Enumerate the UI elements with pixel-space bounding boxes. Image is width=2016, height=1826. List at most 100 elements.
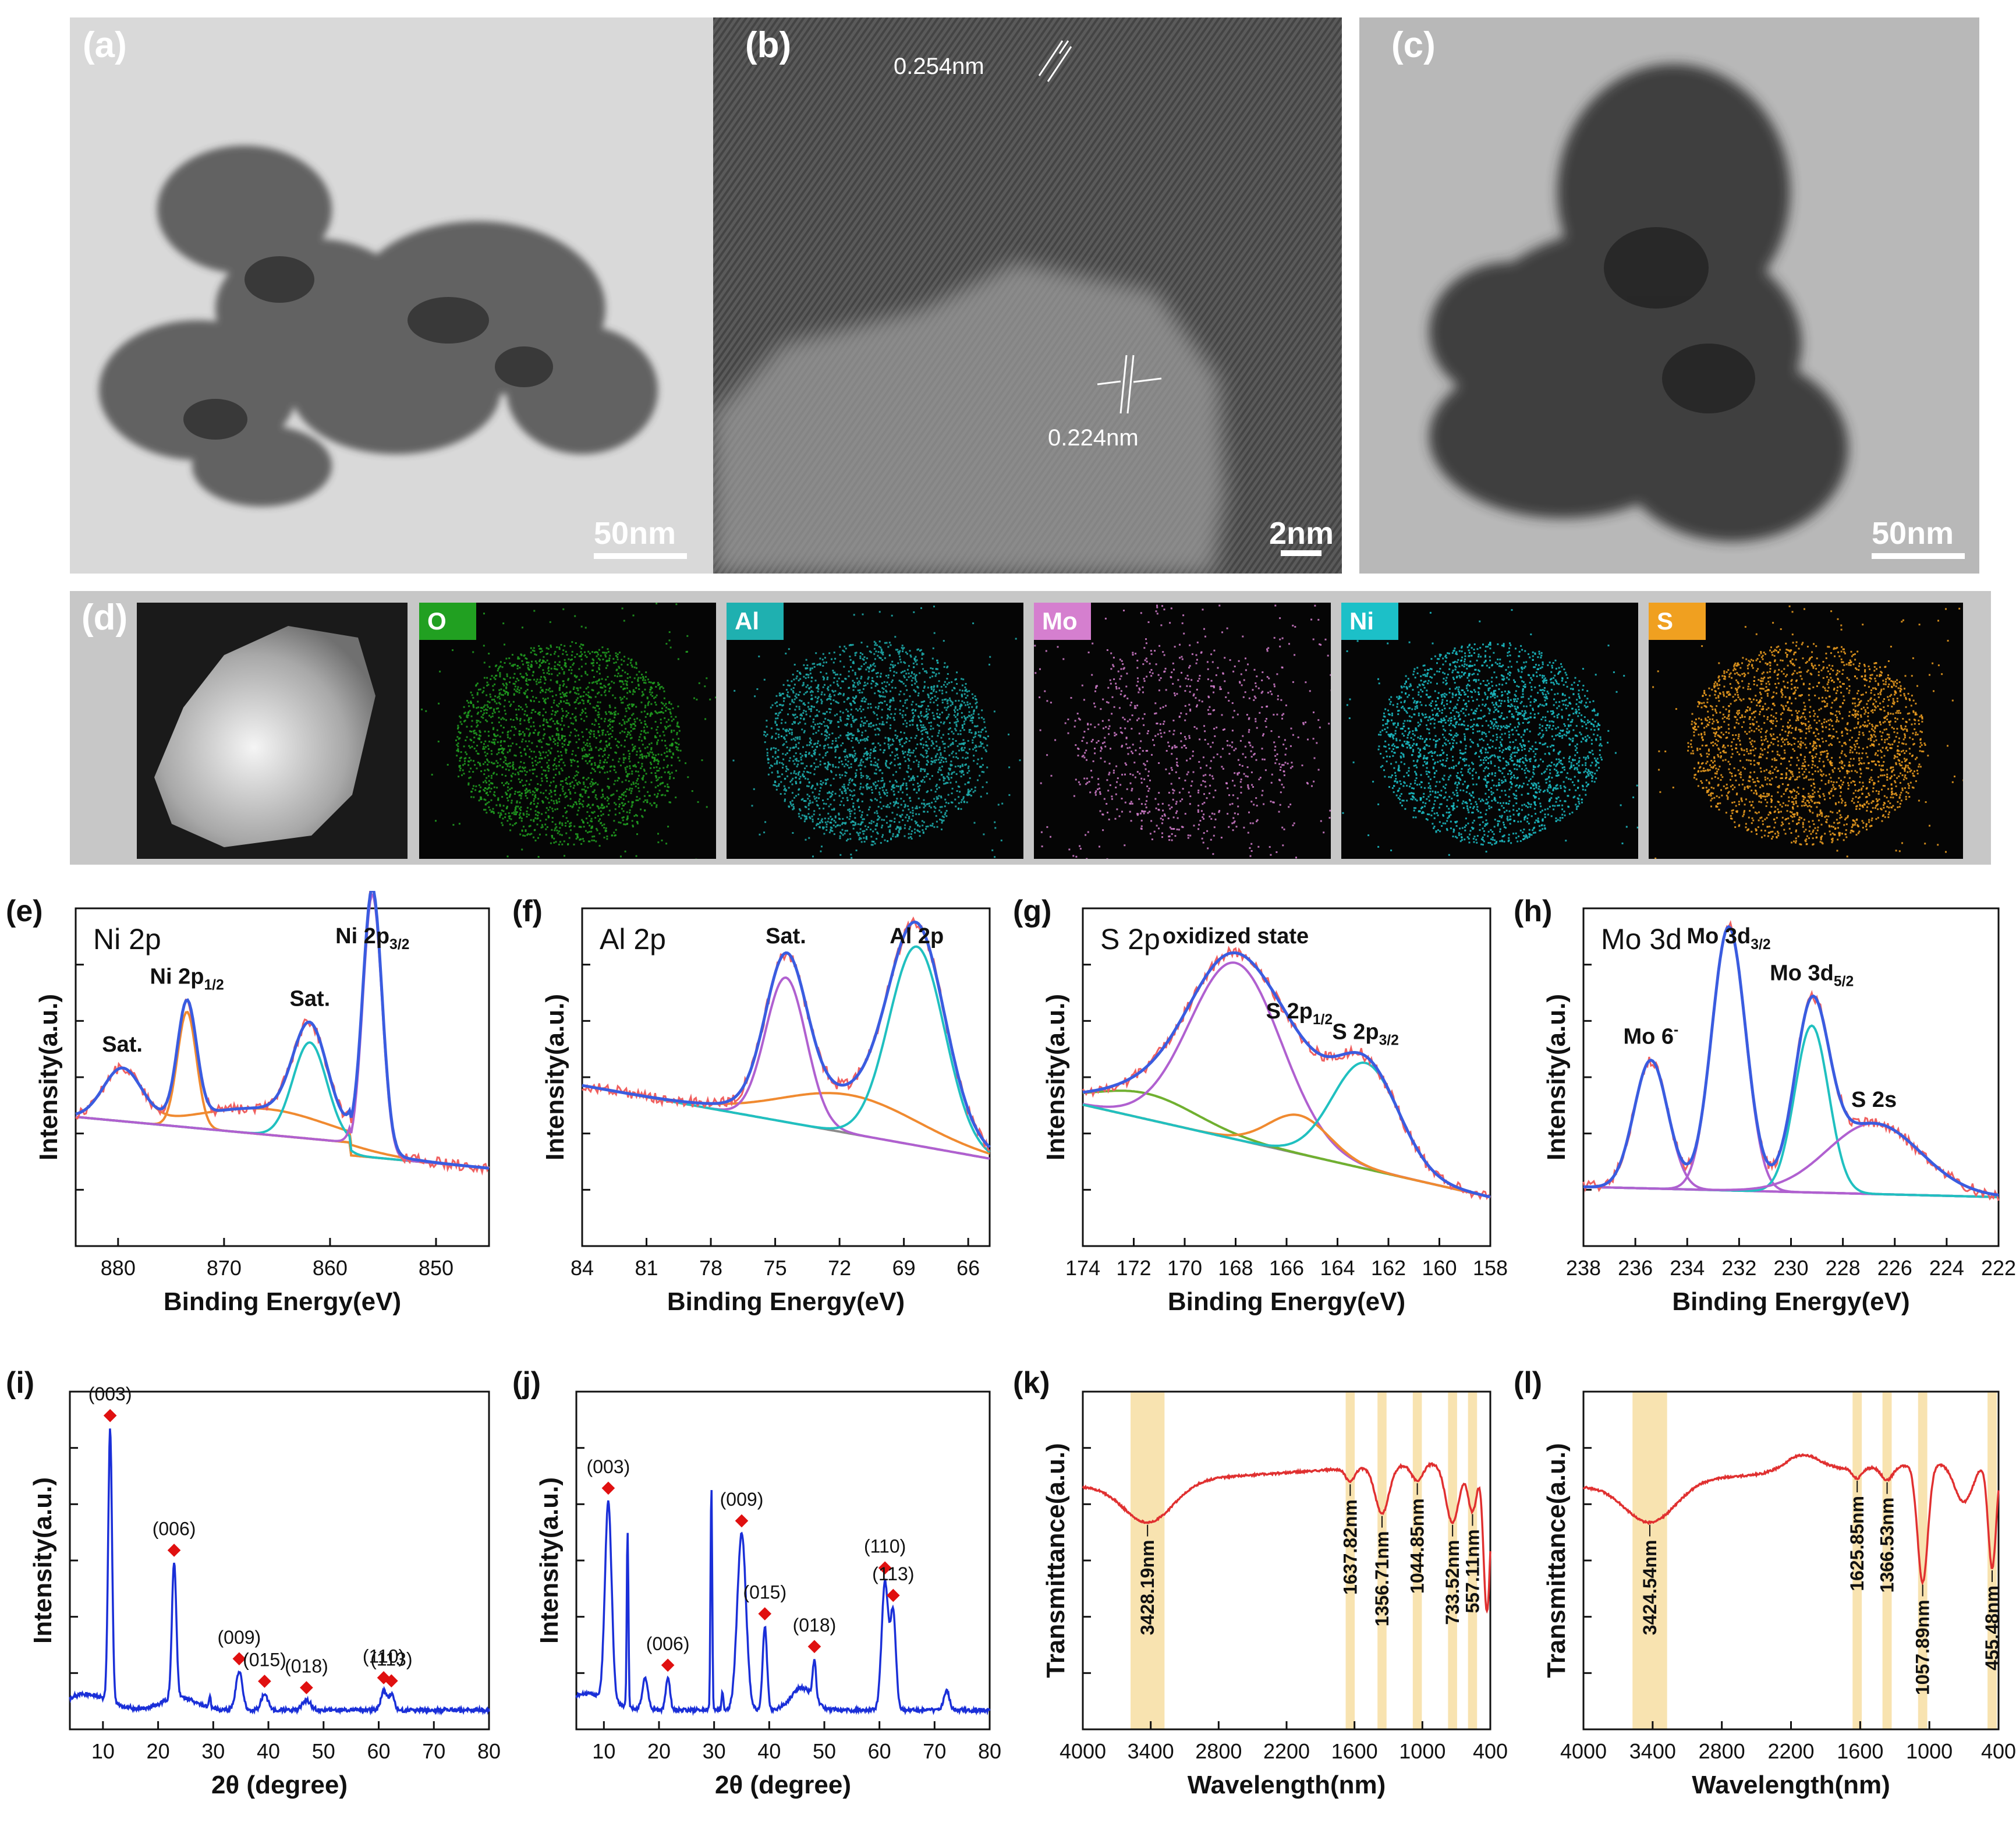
panel-label-k: (k): [1013, 1366, 1050, 1400]
xrd-pattern-i: (003) (006) (009)(015)(018) (110)(113): [69, 1383, 490, 1716]
highlight-band: [1468, 1392, 1478, 1729]
component-line: [1082, 961, 1491, 1198]
tick-label: 222: [1981, 1256, 2016, 1280]
raw-data-line: [75, 887, 490, 1176]
tick-label: 236: [1618, 1256, 1653, 1280]
peak-marker: [300, 1681, 313, 1694]
tick-label: 238: [1566, 1256, 1601, 1280]
axes-g: 174 172 170 168 166 164 162 160 158 Binding Energ…: [1013, 894, 1508, 1316]
tick-label: 174: [1065, 1256, 1100, 1280]
peak-marker: [878, 1561, 892, 1575]
highlight-band: [1131, 1392, 1165, 1729]
peak-label: Al 2p: [890, 924, 944, 949]
scale-text-b: 2nm: [1269, 516, 1334, 551]
tick-label: 400: [1473, 1739, 1508, 1763]
tick-label: 4000: [1060, 1739, 1106, 1763]
component-line: [1583, 1122, 1999, 1197]
peak-label: (018): [285, 1655, 328, 1676]
tick-label: 60: [868, 1739, 891, 1763]
peak-label: Sat.: [289, 986, 330, 1011]
tick-label: 69: [892, 1256, 916, 1280]
eds-tag-s: S: [1649, 603, 1706, 640]
chart-i: 10 20 30 40 50 60 70 80 2θ (degree) Intensity(a.u…: [0, 1363, 506, 1823]
envelope-line: [1082, 951, 1491, 1199]
tick-label: 860: [313, 1256, 348, 1280]
peak-label: (003): [587, 1456, 630, 1477]
peak-label: (009): [720, 1489, 764, 1510]
panel-label-h: (h): [1514, 894, 1552, 928]
highlight-band: [1632, 1392, 1667, 1729]
x-axis-label: Binding Energy(eV): [164, 1287, 401, 1316]
tick-label: 234: [1670, 1256, 1705, 1280]
peak-label: 3424.54nm: [1639, 1540, 1660, 1636]
tick-label: 162: [1371, 1256, 1406, 1280]
peak-label: (113): [370, 1649, 412, 1670]
panel-label-c: (c): [1391, 25, 1436, 65]
lattice-spacing-bottom: 0.224nm: [1048, 425, 1139, 451]
y-axis-label: Intensity(a.u.): [1041, 994, 1070, 1160]
x-axis-label: 2θ (degree): [211, 1771, 348, 1799]
y-axis-label: Transmittance(a.u.): [1041, 1443, 1070, 1678]
tem-image-a: (a) 50nm: [70, 17, 713, 574]
tick-label: 1000: [1399, 1739, 1445, 1763]
peak-label: (018): [793, 1615, 837, 1636]
tick-label: 10: [592, 1739, 615, 1763]
tick-label: 1600: [1837, 1739, 1883, 1763]
tick-label: 166: [1269, 1256, 1304, 1280]
component-line: [1082, 1061, 1491, 1198]
tick-label: 226: [1877, 1256, 1912, 1280]
component-line: [75, 1041, 490, 1170]
peak-label: Ni 2p3/2: [335, 924, 409, 953]
y-axis-label: Intensity(a.u.): [1542, 994, 1571, 1160]
peak-label: 3428.19nm: [1137, 1540, 1158, 1636]
panel-label-i: (i): [6, 1366, 34, 1400]
tick-label: 400: [1981, 1739, 2016, 1763]
tick-label: 870: [207, 1256, 242, 1280]
x-axis-label: Binding Energy(eV): [667, 1287, 905, 1316]
tick-label: 1600: [1331, 1739, 1378, 1763]
peak-label: 733.52nm: [1442, 1540, 1463, 1625]
xrd-line: [575, 1490, 991, 1717]
x-axis-label: Binding Energy(eV): [1672, 1287, 1909, 1316]
eds-tag-mo: Mo: [1034, 603, 1091, 640]
peak-label: (015): [743, 1582, 786, 1603]
peak-marker: [103, 1409, 117, 1422]
chart-g: 174 172 170 168 166 164 162 160 158 Binding Energ…: [1007, 891, 1508, 1345]
peak-label: S 2s: [1851, 1088, 1897, 1112]
axes-k: 4000 3400 2800 2200 1600 1000 400 Wavelength(nm…: [1013, 1366, 1508, 1799]
peak-label: (113): [872, 1563, 914, 1584]
peak-label: (006): [153, 1518, 196, 1539]
lattice-spacing-top: 0.254nm: [894, 54, 984, 79]
x-axis-label: Wavelength(nm): [1188, 1771, 1386, 1799]
tem-a-particles: [99, 146, 658, 507]
x-axis-label: 2θ (degree): [715, 1771, 851, 1799]
peak-marker: [601, 1481, 615, 1495]
ir-line: [1082, 1461, 1491, 1614]
tick-label: 50: [312, 1739, 335, 1763]
tick-label: 60: [367, 1739, 391, 1763]
xps-curves-g: oxidized state S 2p1/2S 2p3/2: [1082, 924, 1491, 1201]
peak-label: Mo 6-: [1623, 1022, 1678, 1049]
chart-k: 4000 3400 2800 2200 1600 1000 400 Wavelength(nm…: [1007, 1363, 1508, 1823]
tick-label: 880: [101, 1256, 136, 1280]
peak-label: 1356.71nm: [1372, 1531, 1393, 1627]
axes-h: 238 236 234 232 230 228 226 224 222 Binding Energ…: [1514, 894, 2016, 1316]
peak-label: 1625.85nm: [1847, 1496, 1868, 1591]
axes-i: 10 20 30 40 50 60 70 80 2θ (degree) Intensity(a.u…: [6, 1366, 501, 1799]
peak-label: Ni 2p1/2: [150, 964, 224, 993]
tick-label: 2200: [1263, 1739, 1310, 1763]
y-axis-label: Intensity(a.u.): [535, 1477, 564, 1644]
chart-f: 84 81 78 75 72 69 66 Binding Energy(eV) Intensit…: [506, 891, 1007, 1345]
panel-label-j: (j): [512, 1366, 541, 1400]
panel-label-g: (g): [1013, 894, 1051, 928]
chart-title-h: Mo 3d: [1601, 923, 1682, 956]
highlight-band: [1377, 1392, 1387, 1729]
tick-label: 4000: [1560, 1739, 1607, 1763]
tick-label: 20: [147, 1739, 170, 1763]
panel-label-a: (a): [83, 25, 127, 65]
ir-bands-l: [1632, 1392, 1997, 1729]
tick-label: 80: [978, 1739, 1001, 1763]
eds-dots-ni: [1342, 609, 1638, 856]
eds-map-ni: Ni: [1341, 603, 1638, 859]
envelope-line: [582, 920, 991, 1148]
